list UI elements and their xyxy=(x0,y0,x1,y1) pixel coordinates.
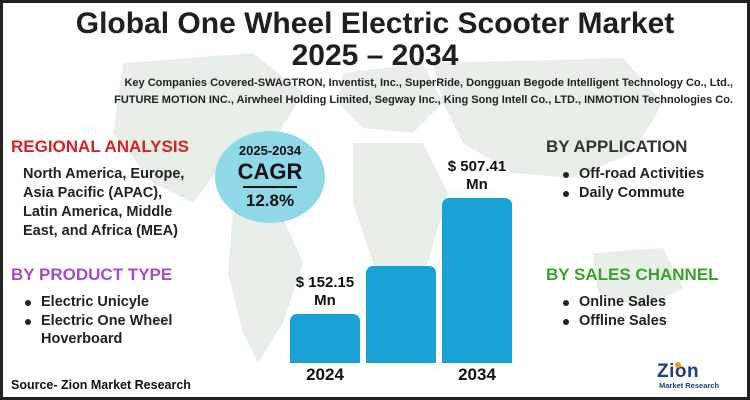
region-line: Latin America, Middle xyxy=(23,204,173,220)
source-note: Source- Zion Market Research xyxy=(11,378,191,392)
x-axis-label-2024: 2024 xyxy=(306,365,344,384)
product-type-item-continued: Hoverboard xyxy=(41,331,123,347)
zion-logo: Zion Market Research xyxy=(657,361,719,391)
cagr-bubble: 2025-2034 CAGR 12.8% xyxy=(215,131,325,223)
cagr-value: 12.8% xyxy=(245,191,295,210)
sales-channel-list: Online Sales Offline Sales xyxy=(559,293,739,331)
cagr-period: 2025-2034 xyxy=(238,143,302,158)
bar-data-label-2024: $ 152.15 Mn xyxy=(295,273,355,309)
regional-analysis-heading: REGIONAL ANALYSIS xyxy=(11,137,189,156)
bar-data-label-2034: $ 507.41 Mn xyxy=(447,158,507,194)
application-item: Daily Commute xyxy=(559,184,739,203)
sales-channel-heading: BY SALES CHANNEL xyxy=(546,265,719,284)
cagr-underline xyxy=(243,186,297,188)
product-type-list: Electric Unicyle Electric One Wheel xyxy=(21,293,221,331)
x-axis-label-2034: 2034 xyxy=(458,365,496,384)
logo-subtitle: Market Research xyxy=(659,381,720,390)
application-heading: BY APPLICATION xyxy=(546,137,688,156)
sales-channel-item: Offline Sales xyxy=(559,312,739,331)
key-companies-line-2: FUTURE MOTION INC., Airwheel Holding Lim… xyxy=(114,94,733,106)
bar-2034 xyxy=(442,198,512,363)
region-line: Asia Pacific (APAC), xyxy=(23,185,163,201)
world-map-background xyxy=(113,53,683,363)
sales-channel-item: Online Sales xyxy=(559,293,739,312)
product-type-item: Electric Unicyle xyxy=(21,293,221,312)
main-title-line-2: 2025 – 2034 xyxy=(291,39,459,72)
application-list: Off-road Activities Daily Commute xyxy=(559,165,739,203)
product-type-heading: BY PRODUCT TYPE xyxy=(11,265,173,284)
region-line: North America, Europe, xyxy=(23,166,185,182)
region-line: East, and Africa (MEA) xyxy=(23,223,178,239)
bar-2024 xyxy=(290,313,360,363)
key-companies-line-1: Key Companies Covered-SWAGTRON, Inventis… xyxy=(124,77,733,89)
bar-mid xyxy=(366,265,436,363)
regional-analysis-text: North America, Europe, Asia Pacific (APA… xyxy=(23,165,223,241)
application-item: Off-road Activities xyxy=(559,165,739,184)
product-type-item: Electric One Wheel xyxy=(21,312,221,331)
main-title-line-1: Global One Wheel Electric Scooter Market xyxy=(75,7,675,40)
cagr-label: CAGR xyxy=(237,159,303,184)
logo-dot-icon xyxy=(675,362,681,368)
logo-word: Zion xyxy=(657,361,700,382)
